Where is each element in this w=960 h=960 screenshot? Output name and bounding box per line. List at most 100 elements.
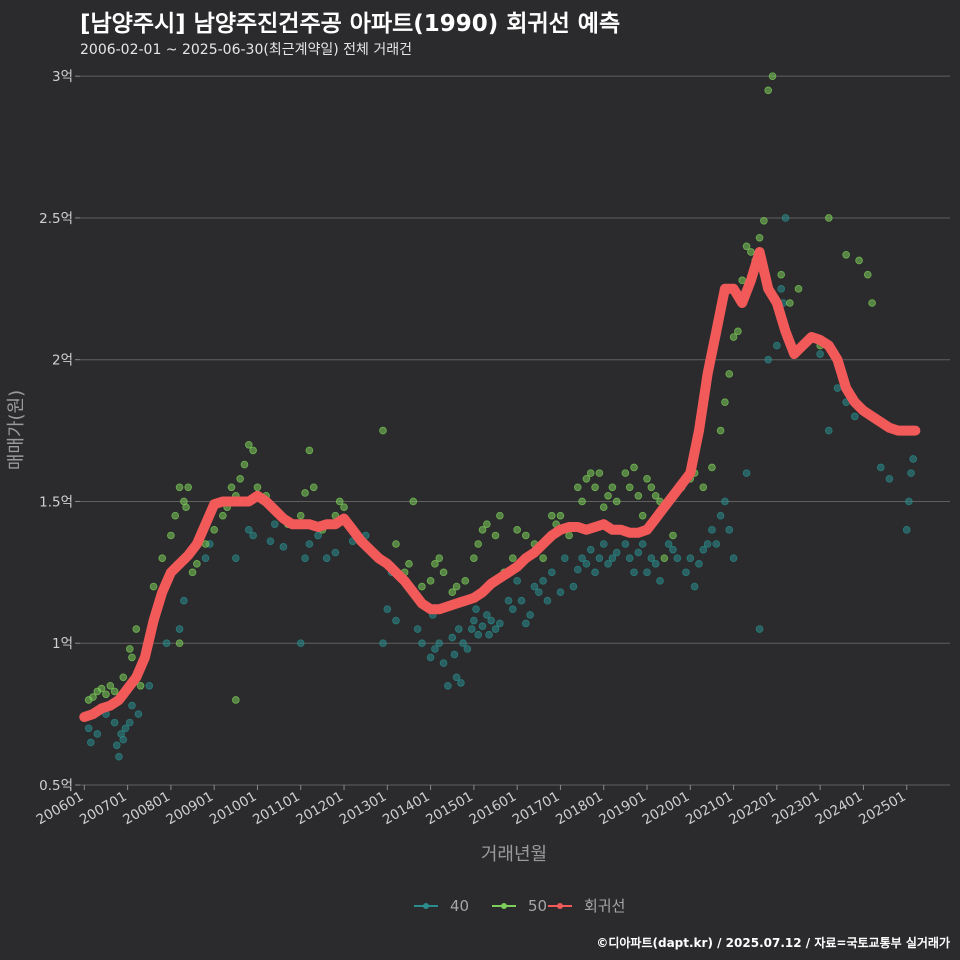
point-40-24	[279, 543, 288, 551]
point-40-97	[669, 545, 677, 554]
point-50-122	[825, 214, 833, 222]
point-50-93	[638, 511, 647, 520]
point-40-10	[125, 718, 134, 727]
point-50-104	[708, 463, 716, 472]
point-50-5	[106, 681, 115, 690]
point-40-124	[885, 474, 894, 483]
legend-label-0: 40	[450, 897, 469, 915]
point-40-65	[513, 577, 521, 585]
point-50-70	[509, 554, 517, 562]
point-40-0	[84, 724, 93, 733]
point-50-27	[227, 483, 236, 492]
point-50-9	[128, 653, 136, 662]
point-50-56	[431, 560, 439, 568]
point-40-117	[781, 214, 790, 222]
point-40-73	[547, 568, 556, 577]
point-50-49	[379, 426, 387, 435]
point-40-71	[539, 577, 547, 585]
x-tick-label-4: 201001	[207, 789, 260, 829]
point-40-63	[504, 596, 513, 605]
point-40-113	[764, 355, 773, 364]
point-40-85	[608, 554, 617, 562]
point-50-44	[335, 497, 344, 506]
point-40-5	[112, 741, 121, 750]
point-40-72	[543, 596, 552, 605]
y-axis-title: 매매가(원)	[6, 390, 27, 470]
point-50-29	[236, 474, 244, 483]
point-40-50	[457, 679, 465, 687]
point-40-109	[725, 526, 734, 534]
point-50-91	[630, 463, 638, 472]
chart-title: [남양주시] 남양주진건주공 아파트(1990) 회귀선 예측	[80, 11, 621, 37]
x-tick-label-11: 201701	[510, 789, 563, 829]
point-50-30	[240, 460, 249, 469]
point-50-7	[119, 673, 128, 682]
point-40-20	[245, 526, 253, 534]
point-50-13	[158, 554, 167, 562]
point-50-53	[409, 497, 418, 506]
x-tick-label-1: 200701	[77, 789, 130, 829]
point-50-54	[418, 582, 426, 591]
point-40-22	[266, 537, 275, 545]
point-50-57	[435, 554, 444, 562]
point-40-27	[305, 540, 314, 548]
point-40-105	[708, 526, 716, 534]
point-40-126	[905, 497, 913, 506]
gridlines	[80, 75, 950, 786]
x-tick-label-8: 201401	[380, 789, 433, 829]
x-tick-label-5: 201101	[250, 789, 303, 829]
point-50-112	[747, 248, 755, 256]
point-40-44	[439, 659, 448, 667]
x-tick-label-13: 201901	[596, 789, 649, 829]
scatter-points	[84, 72, 918, 761]
point-40-36	[392, 616, 400, 625]
point-50-124	[855, 256, 863, 265]
point-50-32	[249, 446, 257, 455]
point-50-71	[513, 526, 521, 534]
point-50-35	[232, 696, 240, 704]
point-40-125	[902, 526, 911, 534]
point-40-104	[703, 540, 712, 548]
point-40-56	[474, 630, 483, 639]
point-40-6	[115, 752, 123, 761]
point-50-117	[768, 72, 777, 80]
y-tick-label-3: 2억	[52, 353, 73, 369]
point-50-72	[522, 531, 530, 540]
x-tick-label-9: 201501	[423, 789, 476, 829]
point-40-70	[535, 588, 543, 596]
point-40-48	[452, 673, 461, 682]
point-40-52	[463, 645, 472, 653]
x-tick-label-15: 202101	[683, 789, 736, 829]
point-40-103	[699, 545, 708, 554]
point-40-55	[472, 605, 480, 614]
point-40-39	[418, 639, 426, 648]
point-40-82	[595, 554, 604, 562]
point-50-119	[786, 299, 794, 307]
point-40-42	[431, 645, 439, 653]
point-50-81	[582, 474, 591, 483]
point-50-63	[470, 554, 478, 562]
x-axis-ticks: 2006012007012008012009012010012011012012…	[34, 785, 909, 828]
point-50-62	[461, 577, 470, 585]
point-40-61	[491, 625, 500, 633]
point-40-49	[454, 625, 463, 633]
point-50-59	[448, 588, 457, 596]
point-40-108	[721, 497, 729, 506]
point-40-30	[331, 548, 340, 557]
point-50-11	[136, 681, 145, 690]
point-50-98	[660, 554, 669, 562]
point-40-46	[448, 633, 457, 642]
x-tick-label-17: 202301	[770, 789, 823, 829]
point-40-88	[625, 554, 634, 562]
point-50-3	[97, 684, 106, 693]
point-50-110	[738, 276, 747, 285]
point-40-60	[487, 616, 495, 625]
point-40-79	[582, 560, 591, 568]
point-40-102	[695, 560, 703, 568]
point-50-67	[491, 531, 500, 540]
point-40-54	[470, 616, 478, 625]
x-tick-label-7: 201301	[337, 789, 390, 829]
point-50-83	[591, 483, 599, 492]
point-50-39	[301, 489, 309, 497]
